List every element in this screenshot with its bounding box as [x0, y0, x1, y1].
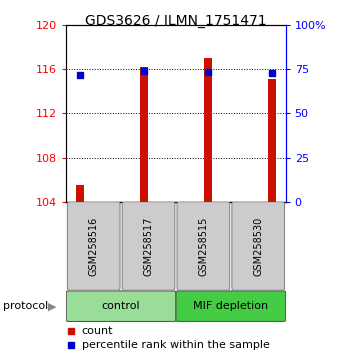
- Text: GDS3626 / ILMN_1751471: GDS3626 / ILMN_1751471: [85, 14, 267, 28]
- Bar: [140, 67, 148, 202]
- Text: GSM258530: GSM258530: [253, 216, 263, 276]
- Text: count: count: [82, 326, 113, 336]
- Bar: [204, 58, 212, 202]
- Text: percentile rank within the sample: percentile rank within the sample: [82, 340, 270, 350]
- Text: ▶: ▶: [49, 301, 57, 311]
- Text: MIF depletion: MIF depletion: [193, 301, 268, 310]
- FancyBboxPatch shape: [177, 202, 230, 290]
- FancyBboxPatch shape: [67, 202, 120, 290]
- Text: control: control: [102, 301, 140, 310]
- Text: protocol: protocol: [3, 301, 49, 311]
- Bar: [268, 79, 276, 202]
- Text: GSM258516: GSM258516: [89, 216, 99, 276]
- FancyBboxPatch shape: [66, 291, 176, 321]
- Text: GSM258515: GSM258515: [198, 216, 208, 276]
- Bar: [76, 185, 84, 202]
- FancyBboxPatch shape: [122, 202, 175, 290]
- FancyBboxPatch shape: [176, 291, 286, 321]
- Text: GSM258517: GSM258517: [143, 216, 154, 276]
- FancyBboxPatch shape: [232, 202, 285, 290]
